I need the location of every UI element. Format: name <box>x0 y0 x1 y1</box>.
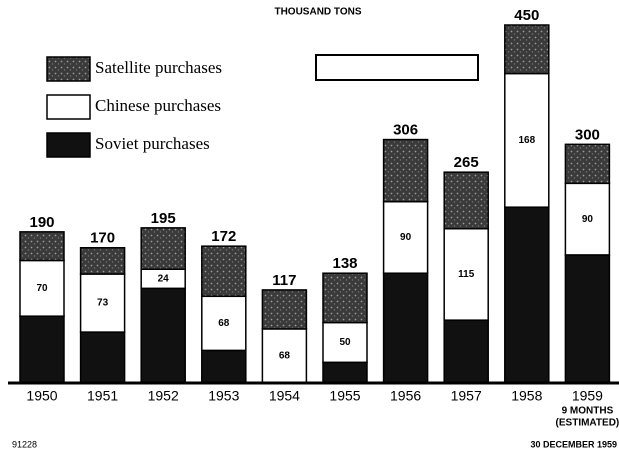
bar-segment <box>79 247 126 275</box>
bar-segment <box>19 231 65 262</box>
total-label: 170 <box>90 230 115 247</box>
bar-segment <box>382 272 429 384</box>
bar-segment <box>504 24 550 75</box>
total-label: 138 <box>332 255 357 272</box>
bar-segment <box>564 143 611 185</box>
data-label: 68 <box>279 351 291 362</box>
total-label: 117 <box>272 272 296 289</box>
x-tick-label: 1954 <box>269 388 300 404</box>
x-tick-label: 1952 <box>148 388 179 404</box>
x-tick-label: 1953 <box>208 388 239 404</box>
x-tick-label: 1950 <box>26 388 57 404</box>
bar-segment <box>382 200 429 274</box>
legend-swatch <box>46 132 91 158</box>
bar-segment <box>140 287 186 384</box>
footer-left: 91228 <box>12 439 37 449</box>
total-label: 265 <box>454 154 479 171</box>
total-label: 306 <box>393 122 418 139</box>
bar-segment <box>564 182 611 256</box>
bar-segment <box>443 319 489 384</box>
legend-swatch <box>46 56 91 82</box>
x-tick-label: 1955 <box>329 388 360 404</box>
category-note: (ESTIMATED) <box>556 418 619 429</box>
bar-segment <box>443 171 489 230</box>
bar-segment <box>79 273 126 333</box>
x-tick-label: 1959 <box>572 388 603 404</box>
bar-segment <box>201 245 247 298</box>
bar-segment <box>504 72 550 208</box>
legend-swatch <box>46 94 91 120</box>
bar-segment <box>79 331 126 384</box>
bar-segment <box>201 295 247 352</box>
legend-label: Satellite purchases <box>95 58 222 77</box>
bar-segment <box>382 138 429 203</box>
bar-segment <box>504 206 550 384</box>
data-label: 115 <box>458 269 475 280</box>
x-tick-label: 1951 <box>87 388 118 404</box>
bar-segment <box>322 361 368 384</box>
data-label: 24 <box>158 273 170 284</box>
total-label: 300 <box>575 126 600 143</box>
x-tick-label: 1956 <box>390 388 421 404</box>
category-note: 9 MONTHS <box>562 406 614 417</box>
bar-segment <box>201 349 247 384</box>
data-label: 70 <box>36 283 48 294</box>
data-label: 168 <box>518 135 535 146</box>
legend-label: Soviet purchases <box>95 134 210 153</box>
footer-right: 30 DECEMBER 1959 <box>530 439 617 449</box>
x-tick-label: 1958 <box>511 388 542 404</box>
legend-label: Chinese purchases <box>95 96 221 115</box>
total-label: 190 <box>29 214 54 231</box>
bar-segment <box>564 254 611 384</box>
total-label: 195 <box>151 210 176 227</box>
bar-segment <box>322 272 368 324</box>
chart-title: THOUSAND TONS <box>274 7 361 18</box>
bar-segment <box>261 289 308 330</box>
data-label: 73 <box>97 298 109 309</box>
bar-segment <box>140 227 186 270</box>
data-label: 90 <box>582 214 594 225</box>
bar-segment <box>19 259 65 317</box>
bar-segment <box>443 227 489 321</box>
total-label: 172 <box>211 228 236 245</box>
data-label: 50 <box>339 337 351 348</box>
data-label: 68 <box>218 318 230 329</box>
empty-box <box>315 54 479 81</box>
x-tick-label: 1957 <box>451 388 482 404</box>
bar-segment <box>19 315 65 384</box>
total-label: 450 <box>514 7 539 24</box>
data-label: 90 <box>400 232 412 243</box>
